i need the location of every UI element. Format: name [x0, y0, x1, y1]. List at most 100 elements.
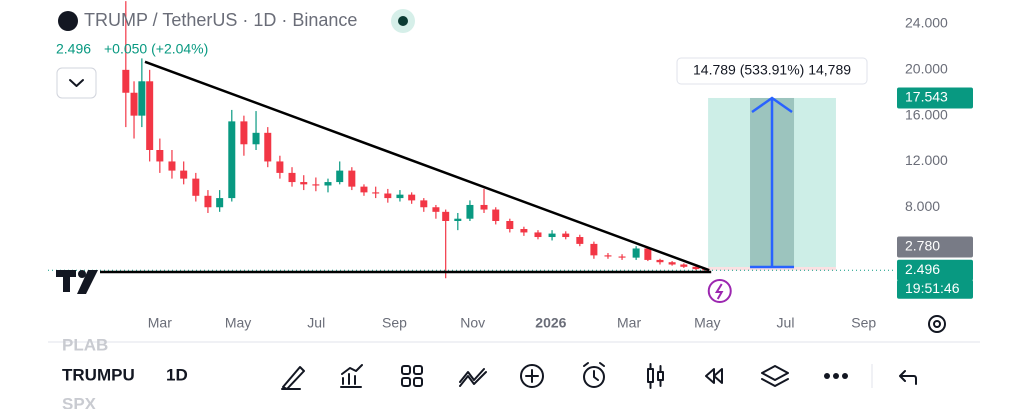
target-price-tag: 17.543 — [905, 89, 948, 105]
candle-body — [420, 200, 428, 208]
x-tick-label: Jul — [307, 315, 325, 331]
candle-body — [146, 81, 154, 150]
candle-body — [288, 172, 296, 183]
candle-body — [204, 195, 212, 208]
candle-body — [216, 198, 224, 208]
candle-body — [632, 248, 640, 258]
candle-body — [466, 204, 474, 219]
x-tick-label: Sep — [851, 315, 876, 331]
position-label: 14.789 (533.91%) 14,789 — [693, 62, 851, 78]
y-tick-label: 12.000 — [905, 152, 948, 168]
replay-tool[interactable] — [705, 368, 723, 384]
x-tick-label: Sep — [382, 315, 407, 331]
candle-body — [492, 209, 500, 221]
candle-body — [138, 81, 146, 116]
candle-body — [336, 170, 344, 183]
candle-body — [442, 211, 450, 221]
collapse-button[interactable] — [56, 67, 97, 99]
candle-body — [252, 132, 260, 145]
y-tick-label: 24.000 — [905, 15, 948, 31]
last-price-tag-box — [897, 259, 973, 281]
add-tool[interactable] — [520, 364, 544, 388]
trendline — [144, 60, 710, 272]
countdown-tag-box — [897, 279, 973, 299]
chevron-icon — [69, 79, 84, 87]
candle-body — [506, 220, 514, 230]
settings-button[interactable] — [928, 315, 946, 333]
x-tick-label: May — [694, 315, 720, 331]
watchlist-item[interactable]: TRUMPU — [62, 365, 135, 384]
tv-logo — [56, 270, 98, 294]
draw-tool[interactable] — [281, 366, 305, 390]
chart-type-tool[interactable] — [459, 368, 487, 387]
candle-body — [520, 229, 528, 233]
x-tick-label: Nov — [460, 315, 485, 331]
candle-body — [384, 193, 392, 199]
x-tick-label: Mar — [617, 315, 641, 331]
position-label-box — [676, 57, 868, 85]
candle-body — [656, 259, 664, 263]
position-loss-zone — [708, 267, 836, 271]
candle-body — [372, 192, 380, 194]
candle-body — [562, 233, 570, 238]
candle-body — [240, 121, 248, 145]
entry-price-tag-box — [897, 236, 973, 258]
x-tick-label: 2026 — [535, 315, 566, 331]
candle-body — [348, 170, 356, 187]
candle-body — [312, 184, 320, 186]
symbol-logo — [58, 11, 78, 31]
y-tick-label: 8.000 — [905, 198, 940, 214]
indicators-tool[interactable] — [340, 364, 363, 388]
candle-body — [548, 233, 556, 238]
candle-body — [618, 256, 626, 258]
alert-tool[interactable] — [583, 362, 605, 388]
candle-body — [122, 69, 130, 93]
price-change: +0.050 (+2.04%) — [104, 41, 208, 57]
last-price: 2.496 — [56, 41, 91, 57]
candle-body — [396, 194, 404, 199]
watchlist-item[interactable]: PLAB — [62, 335, 108, 354]
candle-body — [360, 186, 368, 193]
countdown-tag: 19:51:46 — [905, 280, 960, 296]
candle-body — [576, 237, 584, 244]
chart-layer: 8.000 12.000 16.000 20.000 24.000 Mar May Jul Se… — [48, 1, 973, 331]
layers-tool[interactable] — [761, 365, 789, 387]
candle-body — [300, 182, 308, 185]
candle-body — [680, 264, 688, 267]
candle-body — [590, 243, 598, 256]
interval-button[interactable]: 1D — [166, 365, 188, 384]
last-price-tag: 2.496 — [905, 261, 940, 277]
x-tick-label: Jul — [777, 315, 795, 331]
watchlist-item[interactable]: SPX — [62, 394, 97, 409]
candle-body — [534, 232, 542, 238]
candle-body — [264, 132, 272, 162]
x-tick-label: May — [225, 315, 251, 331]
position-arrow — [750, 96, 795, 269]
candle-body — [644, 248, 652, 260]
candle-body — [192, 178, 200, 196]
candle-body — [130, 92, 138, 116]
x-tick-label: Mar — [148, 315, 172, 331]
more-tool[interactable] — [824, 373, 848, 379]
y-tick-label: 20.000 — [905, 61, 948, 77]
templates-tool[interactable] — [401, 365, 423, 387]
candle-body — [692, 266, 700, 270]
candle-body — [156, 150, 164, 162]
candle-body — [180, 170, 188, 179]
market-status-dot — [398, 16, 408, 26]
candle-body — [324, 182, 332, 186]
y-tick-label: 16.000 — [905, 106, 948, 122]
candle-body — [408, 194, 416, 201]
target-price-tag-box — [897, 87, 973, 109]
candle-body — [228, 121, 236, 199]
candle-body — [668, 262, 676, 265]
candle-body — [432, 207, 440, 212]
candle-body — [276, 161, 284, 173]
symbol-title[interactable]: TRUMP / TetherUS · 1D · Binance — [84, 10, 357, 30]
candle-body — [480, 204, 488, 210]
candle-body — [454, 218, 462, 221]
undo-tool[interactable] — [899, 370, 917, 385]
candles-tool[interactable] — [647, 363, 664, 389]
candle-body — [604, 255, 612, 257]
